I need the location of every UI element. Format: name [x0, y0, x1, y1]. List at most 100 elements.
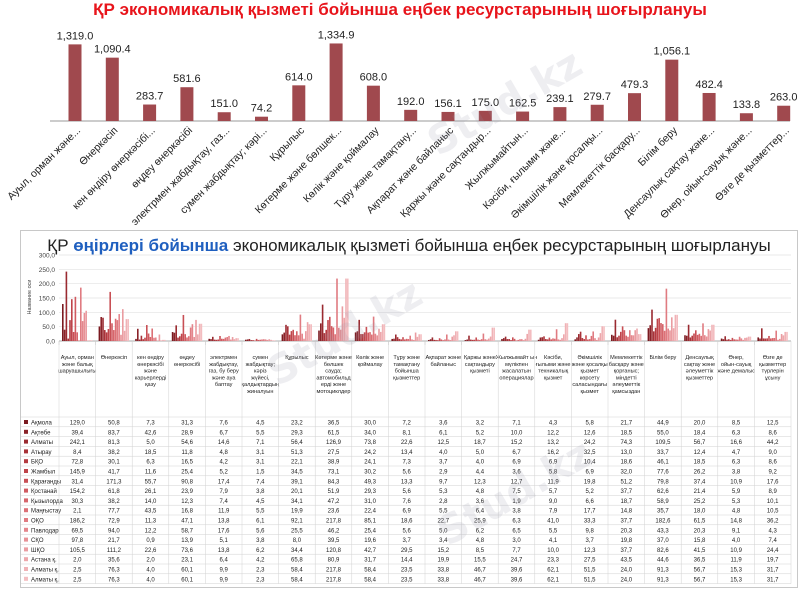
bar [371, 334, 373, 341]
table-cell: 22,4 [364, 509, 376, 515]
bar [62, 304, 64, 341]
bar [554, 338, 556, 341]
bar [149, 336, 152, 341]
table-cell: 8,0 [293, 538, 302, 544]
bar [665, 288, 668, 341]
bar [435, 339, 437, 341]
table-cell: 23,1 [181, 558, 193, 564]
table-cell: 61,5 [328, 430, 340, 436]
bar [356, 331, 359, 341]
category-label: Мемлекеттік басқару және қорғаныс; міндетті… [609, 355, 644, 395]
table-cell: 3,6 [439, 421, 448, 427]
table-cell: 12,6 [584, 430, 596, 436]
bar [611, 334, 613, 341]
bar [380, 331, 382, 341]
table-cell: 9,0 [549, 499, 558, 505]
bar [564, 323, 567, 341]
bar [376, 335, 378, 341]
table-cell: 13,8 [218, 548, 230, 554]
bar [186, 337, 188, 341]
table-cell: 12,3 [474, 479, 486, 485]
table-cell: 23,3 [547, 558, 559, 564]
bar [731, 337, 734, 341]
bar [67, 338, 69, 341]
bar [528, 329, 530, 341]
table-cell: 22,6 [145, 548, 157, 554]
table-cell: 32,5 [584, 450, 596, 456]
bar [235, 338, 237, 341]
table-cell: 3,7 [439, 460, 448, 466]
table-cell: 39,6 [511, 577, 523, 583]
bar-value-label: 1,319.0 [57, 30, 94, 42]
bar [662, 324, 664, 341]
table-cell: 6,9 [512, 460, 521, 466]
table-cell: 5,5 [256, 430, 265, 436]
legend-key [24, 459, 28, 464]
bar [621, 326, 624, 341]
bar [301, 333, 303, 341]
table-cell: 7,5 [512, 489, 521, 495]
table-cell: 3,7 [403, 538, 412, 544]
bar [105, 332, 108, 341]
bar [477, 339, 479, 341]
bar [526, 333, 528, 341]
bar [563, 334, 565, 341]
bar [456, 331, 459, 341]
table-cell: 20,1 [291, 489, 303, 495]
bar [521, 339, 523, 341]
category-label: Өнеркәсіп [101, 355, 127, 361]
category-label-line: ерді және [321, 382, 346, 388]
bar [599, 333, 602, 341]
bar [72, 331, 75, 341]
category-label: Кәсіби, ғылыми және техникалық қызмет [536, 355, 571, 381]
bar [76, 332, 78, 341]
table-cell: 39,6 [511, 568, 523, 574]
bar [746, 337, 748, 341]
bar [362, 334, 364, 341]
bar [660, 323, 662, 341]
table-cell: 12,5 [437, 440, 449, 446]
bar [658, 318, 660, 341]
table-cell: 5,6 [403, 470, 412, 476]
bar [590, 104, 604, 121]
series-name: Астана қ. [31, 558, 57, 564]
bar [396, 337, 399, 341]
bar-value-label: 1,056.1 [653, 46, 690, 58]
table-cell: 60,1 [181, 568, 193, 574]
category-label: Тұру және тамақтану бойынша қызметтер [393, 355, 420, 381]
bar [782, 335, 785, 341]
legend-key [24, 478, 28, 483]
table-cell: 6,3 [146, 460, 155, 466]
series-name: ШҚО [31, 548, 45, 554]
table-cell: 31,0 [364, 499, 376, 505]
category-label-line: және ауа [212, 375, 236, 381]
table-cell: 26,1 [145, 489, 157, 495]
category-label-line: Тұру және [393, 355, 420, 361]
table-cell: 8,4 [73, 450, 82, 456]
table-cell: 46,7 [474, 568, 486, 574]
bar [345, 278, 347, 341]
bar [226, 337, 228, 341]
category-label: Өзге де қызметтер түрлерін ұсыну [759, 355, 786, 381]
table-cell: 31,3 [181, 421, 193, 427]
bar [506, 339, 509, 341]
table-cell: 73,6 [181, 548, 193, 554]
table-cell: 11,9 [218, 509, 230, 515]
bar [144, 337, 146, 341]
bar [414, 332, 417, 341]
category-label-line: бөлшек [324, 362, 344, 368]
table-cell: 7,4 [220, 499, 229, 505]
table-cell: 15,3 [730, 568, 742, 574]
table-cell: 3,2 [476, 421, 485, 427]
table-cell: 4,3 [549, 421, 558, 427]
bar [585, 335, 587, 341]
bar [512, 337, 514, 341]
bar [255, 338, 258, 341]
table-cell: 77,7 [108, 509, 120, 515]
bar [151, 328, 153, 341]
table-cell: 7,3 [146, 421, 155, 427]
table-cell: 6,9 [403, 509, 412, 515]
legend-key [24, 429, 28, 434]
table-cell: 56,4 [291, 440, 303, 446]
table-cell: 5,6 [256, 528, 265, 534]
